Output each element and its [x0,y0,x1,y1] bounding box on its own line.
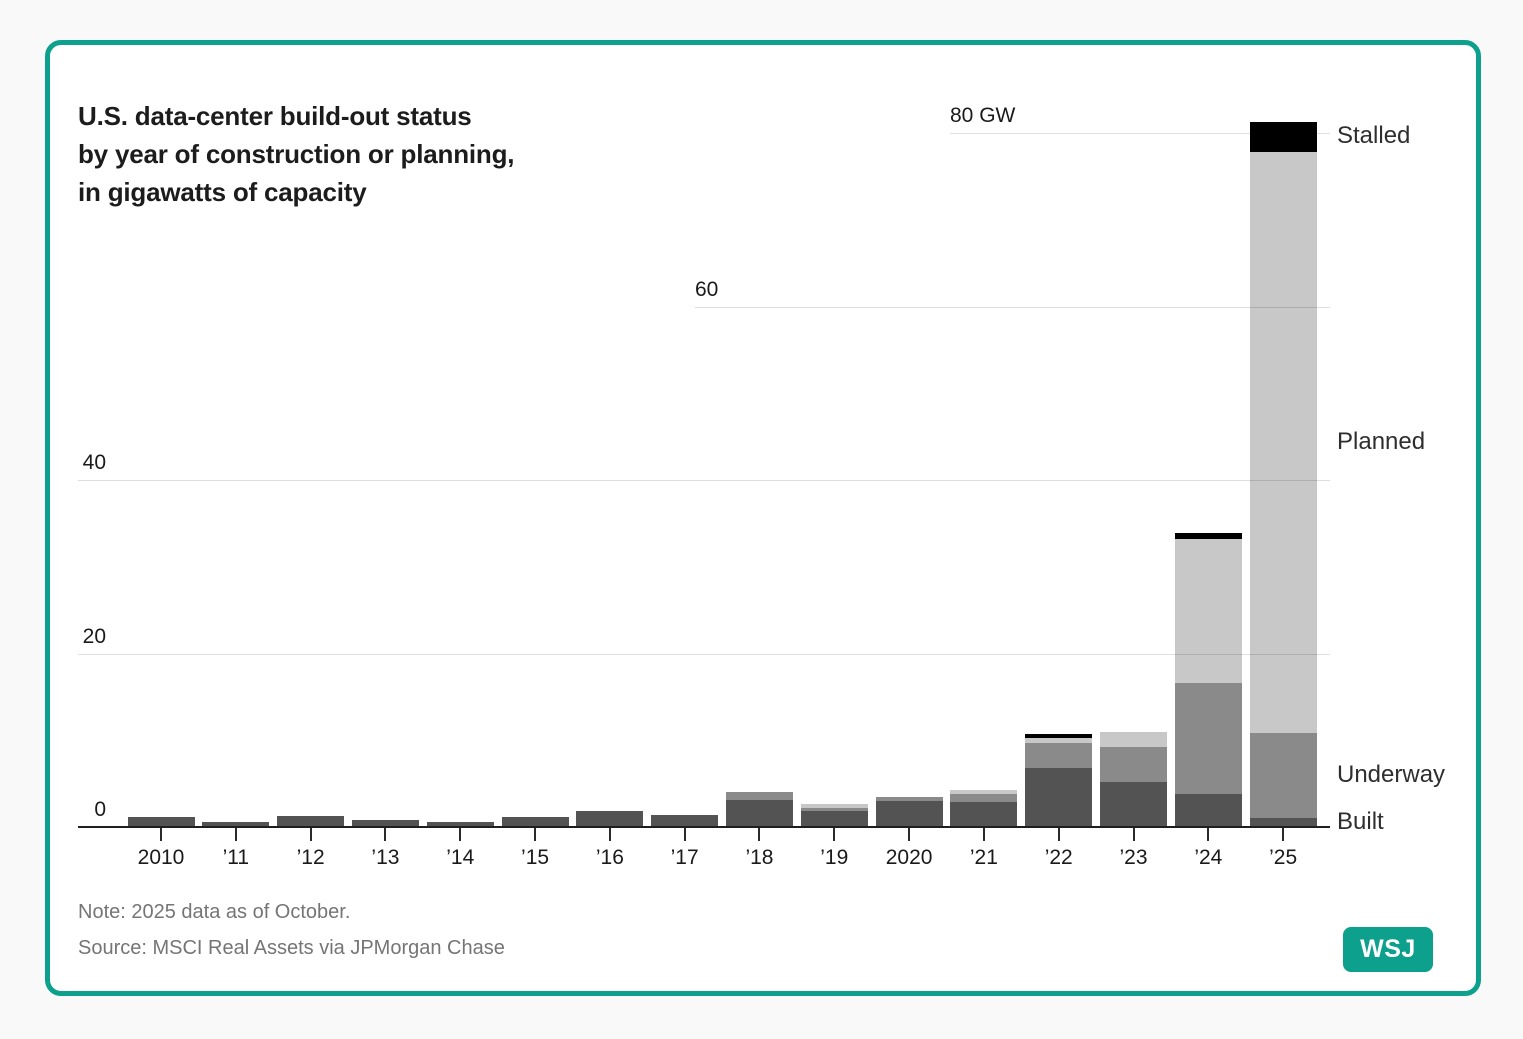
y-axis-label-40: 40 [82,451,106,474]
bar-segment-built-21 [950,801,1018,827]
x-axis-label: 2010 [137,846,185,869]
y-axis-label-60: 60 [695,277,719,301]
chart-title: U.S. data-center build-out status by yea… [78,101,515,207]
x-axis-label: ’17 [670,846,699,869]
bar-segment-stalled-22 [1025,734,1093,738]
gridline-20 [78,653,1330,655]
bar-segment-stalled-24 [1174,532,1242,539]
bar-segment-built-12 [277,815,345,827]
bar-segment-underway-24 [1174,682,1242,795]
x-axis-tick [1282,828,1285,841]
bar-segment-built-11 [202,821,270,827]
bar-segment-built-23 [1100,781,1168,827]
bar-segment-underway-2020 [875,796,943,801]
note-text: Note: 2025 data as of October. [78,901,351,923]
x-axis-tick [1057,828,1060,841]
x-axis-label: ’14 [446,846,475,869]
x-axis-tick [234,828,237,841]
source-text: Source: MSCI Real Assets via JPMorgan Ch… [78,937,505,959]
bar-segment-built-2020 [875,800,943,827]
x-axis-tick [982,828,985,841]
segment-label-underway: Underway [1337,760,1446,788]
segment-label-planned: Planned [1337,427,1426,455]
bar-segment-underway-25 [1249,733,1317,819]
bar-segment-planned-25 [1249,152,1317,734]
x-axis-tick [833,828,836,841]
x-axis-label: ’18 [745,846,774,869]
bar-segment-built-14 [426,821,494,827]
segment-label-stalled: Stalled [1337,121,1411,149]
x-axis-label: ’19 [820,846,849,869]
y-axis-label-80: 80 GW [950,104,1016,127]
x-axis-tick [683,828,686,841]
x-axis-tick [1132,828,1135,841]
x-axis-tick [160,828,162,841]
x-axis-label: ’22 [1044,846,1073,869]
bar-segment-planned-19 [800,804,868,808]
x-axis-line [78,825,1330,828]
x-axis-label: ’13 [371,846,400,869]
bar-segment-planned-24 [1174,538,1242,683]
x-axis-tick [459,828,462,841]
x-axis-label: ’24 [1194,846,1223,869]
bar-segment-underway-21 [950,794,1018,802]
bar-segment-built-25 [1249,818,1317,827]
gridline-60 [695,306,1330,308]
bar-segment-planned-21 [950,789,1018,795]
x-axis-label: ’12 [296,846,325,869]
bar-segment-stalled-25 [1249,121,1317,153]
x-axis-tick [534,828,537,841]
x-axis-label: ’23 [1119,846,1148,869]
gridline-80 [950,133,1330,134]
bar-segment-built-17 [651,814,719,827]
x-axis-label: ’15 [521,846,550,869]
bar-segment-built-19 [800,811,868,827]
bar-segment-built-16 [576,811,644,827]
bar-segment-built-24 [1174,794,1242,827]
y-axis-label-20: 20 [82,624,106,648]
bar-segment-underway-22 [1025,742,1093,768]
x-axis-label: 2020 [885,846,933,869]
x-axis-tick [309,828,312,841]
bar-segment-underway-19 [800,807,868,812]
bar-segment-built-2010 [127,817,195,827]
x-axis-tick [384,828,387,841]
y-axis-label-0: 0 [94,798,106,821]
x-axis-tick [1207,828,1210,841]
x-axis-label: ’11 [222,846,250,869]
bar-segment-built-22 [1025,768,1093,827]
x-axis-label: ’25 [1269,846,1298,869]
x-axis-tick [758,828,761,841]
x-axis-label: ’16 [595,846,624,869]
x-axis-label: ’21 [969,846,998,869]
bar-segment-built-13 [351,820,419,827]
x-axis-tick [908,828,911,841]
gridline-40 [78,480,1330,481]
bar-segment-built-15 [501,816,569,827]
bar-segment-underway-23 [1100,747,1168,782]
bar-segment-underway-18 [725,792,793,801]
x-axis-tick [608,828,611,841]
bar-segment-planned-23 [1100,731,1168,748]
bar-segment-built-18 [725,800,793,827]
bar-segment-planned-22 [1025,737,1093,743]
wsj-logo: WSJ [1343,927,1433,972]
chart-frame [45,40,1481,996]
segment-label-built: Built [1337,807,1384,835]
